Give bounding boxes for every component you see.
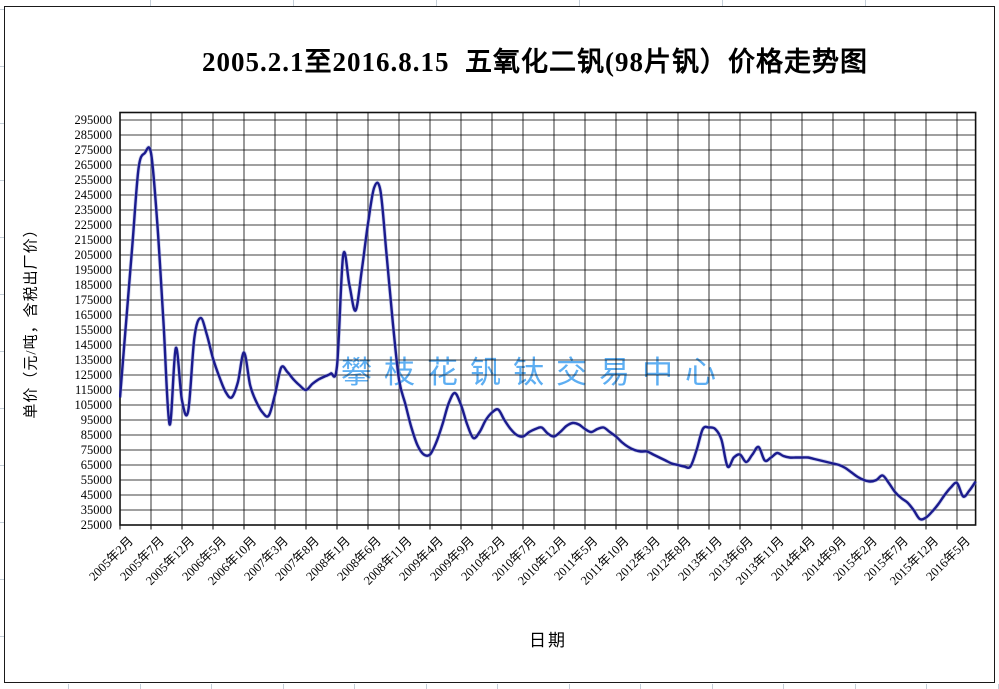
y-tick-label: 55000 [80,472,112,487]
chart-title: 2005.2.1至2016.8.15 五氧化二钒(98片钒）价格走势图 [202,47,868,77]
sheet-gridline-stub [150,0,151,6]
sheet-gridline-stub [579,0,580,6]
sheet-gridline-stub [722,0,723,6]
y-tick-label: 115000 [74,382,112,397]
y-tick-label: 245000 [74,187,113,202]
y-tick-label: 185000 [74,277,113,292]
y-tick-label: 205000 [74,247,113,262]
sheet-gridline-stub [0,408,4,409]
y-tick-label: 165000 [74,307,113,322]
sheet-gridline-stub [0,66,4,67]
sheet-gridline-stub [354,684,355,689]
y-tick-label: 145000 [74,337,113,352]
y-tick-label: 175000 [74,292,113,307]
y-tick-label: 255000 [74,172,113,187]
y-tick-label: 285000 [74,127,113,142]
sheet-gridline-stub [783,684,784,689]
sheet-gridline-stub [0,522,4,523]
y-tick-label: 35000 [80,502,112,517]
price-line [119,146,977,521]
sheet-gridline-stub [711,684,713,689]
sheet-gridline-stub [282,684,284,689]
chart-frame[interactable] [4,6,995,683]
sheet-gridline-stub [425,684,427,689]
sheet-gridline-stub [854,684,856,689]
plot-border [119,111,977,526]
grid-lines [120,112,976,525]
sheet-gridline-stub [68,684,69,689]
sheet-gridline-stub [211,684,212,689]
y-tick-label: 75000 [80,442,112,457]
sheet-gridline-stub [0,9,4,10]
sheet-gridline-stub [293,0,294,6]
y-tick-label: 215000 [74,232,113,247]
y-tick-label: 95000 [80,412,112,427]
y-tick-label: 135000 [74,352,113,367]
y-tick-label: 195000 [74,262,113,277]
y-tick-label: 265000 [74,157,113,172]
y-tick-label: 225000 [74,217,113,232]
sheet-gridline-stub [436,0,437,6]
sheet-gridline-stub [640,684,641,689]
sheet-gridline-stub [497,684,498,689]
watermark-text: 攀枝花钒钛交易中心 [341,355,728,390]
y-tick-label: 105000 [74,397,113,412]
price-line-halo [119,145,978,522]
sheet-gridline-stub [139,684,141,689]
y-tick-label: 295000 [74,112,113,127]
y-tick-label: 235000 [74,202,113,217]
y-tick-label: 85000 [80,427,112,442]
y-tick-label: 65000 [80,457,112,472]
sheet-gridline-stub [0,636,4,637]
x-axis-title: 日期 [529,631,567,650]
y-tick-label: 125000 [74,367,113,382]
sheet-gridline-stub [0,465,4,466]
sheet-gridline-stub [0,579,4,580]
sheet-gridline-stub [0,237,4,238]
y-tick-label: 155000 [74,322,113,337]
y-tick-label: 275000 [74,142,113,157]
y-tick-label: 45000 [80,487,112,502]
sheet-gridline-stub [0,180,4,181]
sheet-gridline-stub [0,123,4,124]
sheet-gridline-stub [0,294,4,295]
sheet-gridline-stub [926,684,927,689]
sheet-gridline-stub [865,0,866,6]
y-tick-label: 25000 [80,517,112,532]
sheet-gridline-stub [568,684,570,689]
sheet-gridline-stub [0,351,4,352]
sheet-gridline-stub [997,684,999,689]
